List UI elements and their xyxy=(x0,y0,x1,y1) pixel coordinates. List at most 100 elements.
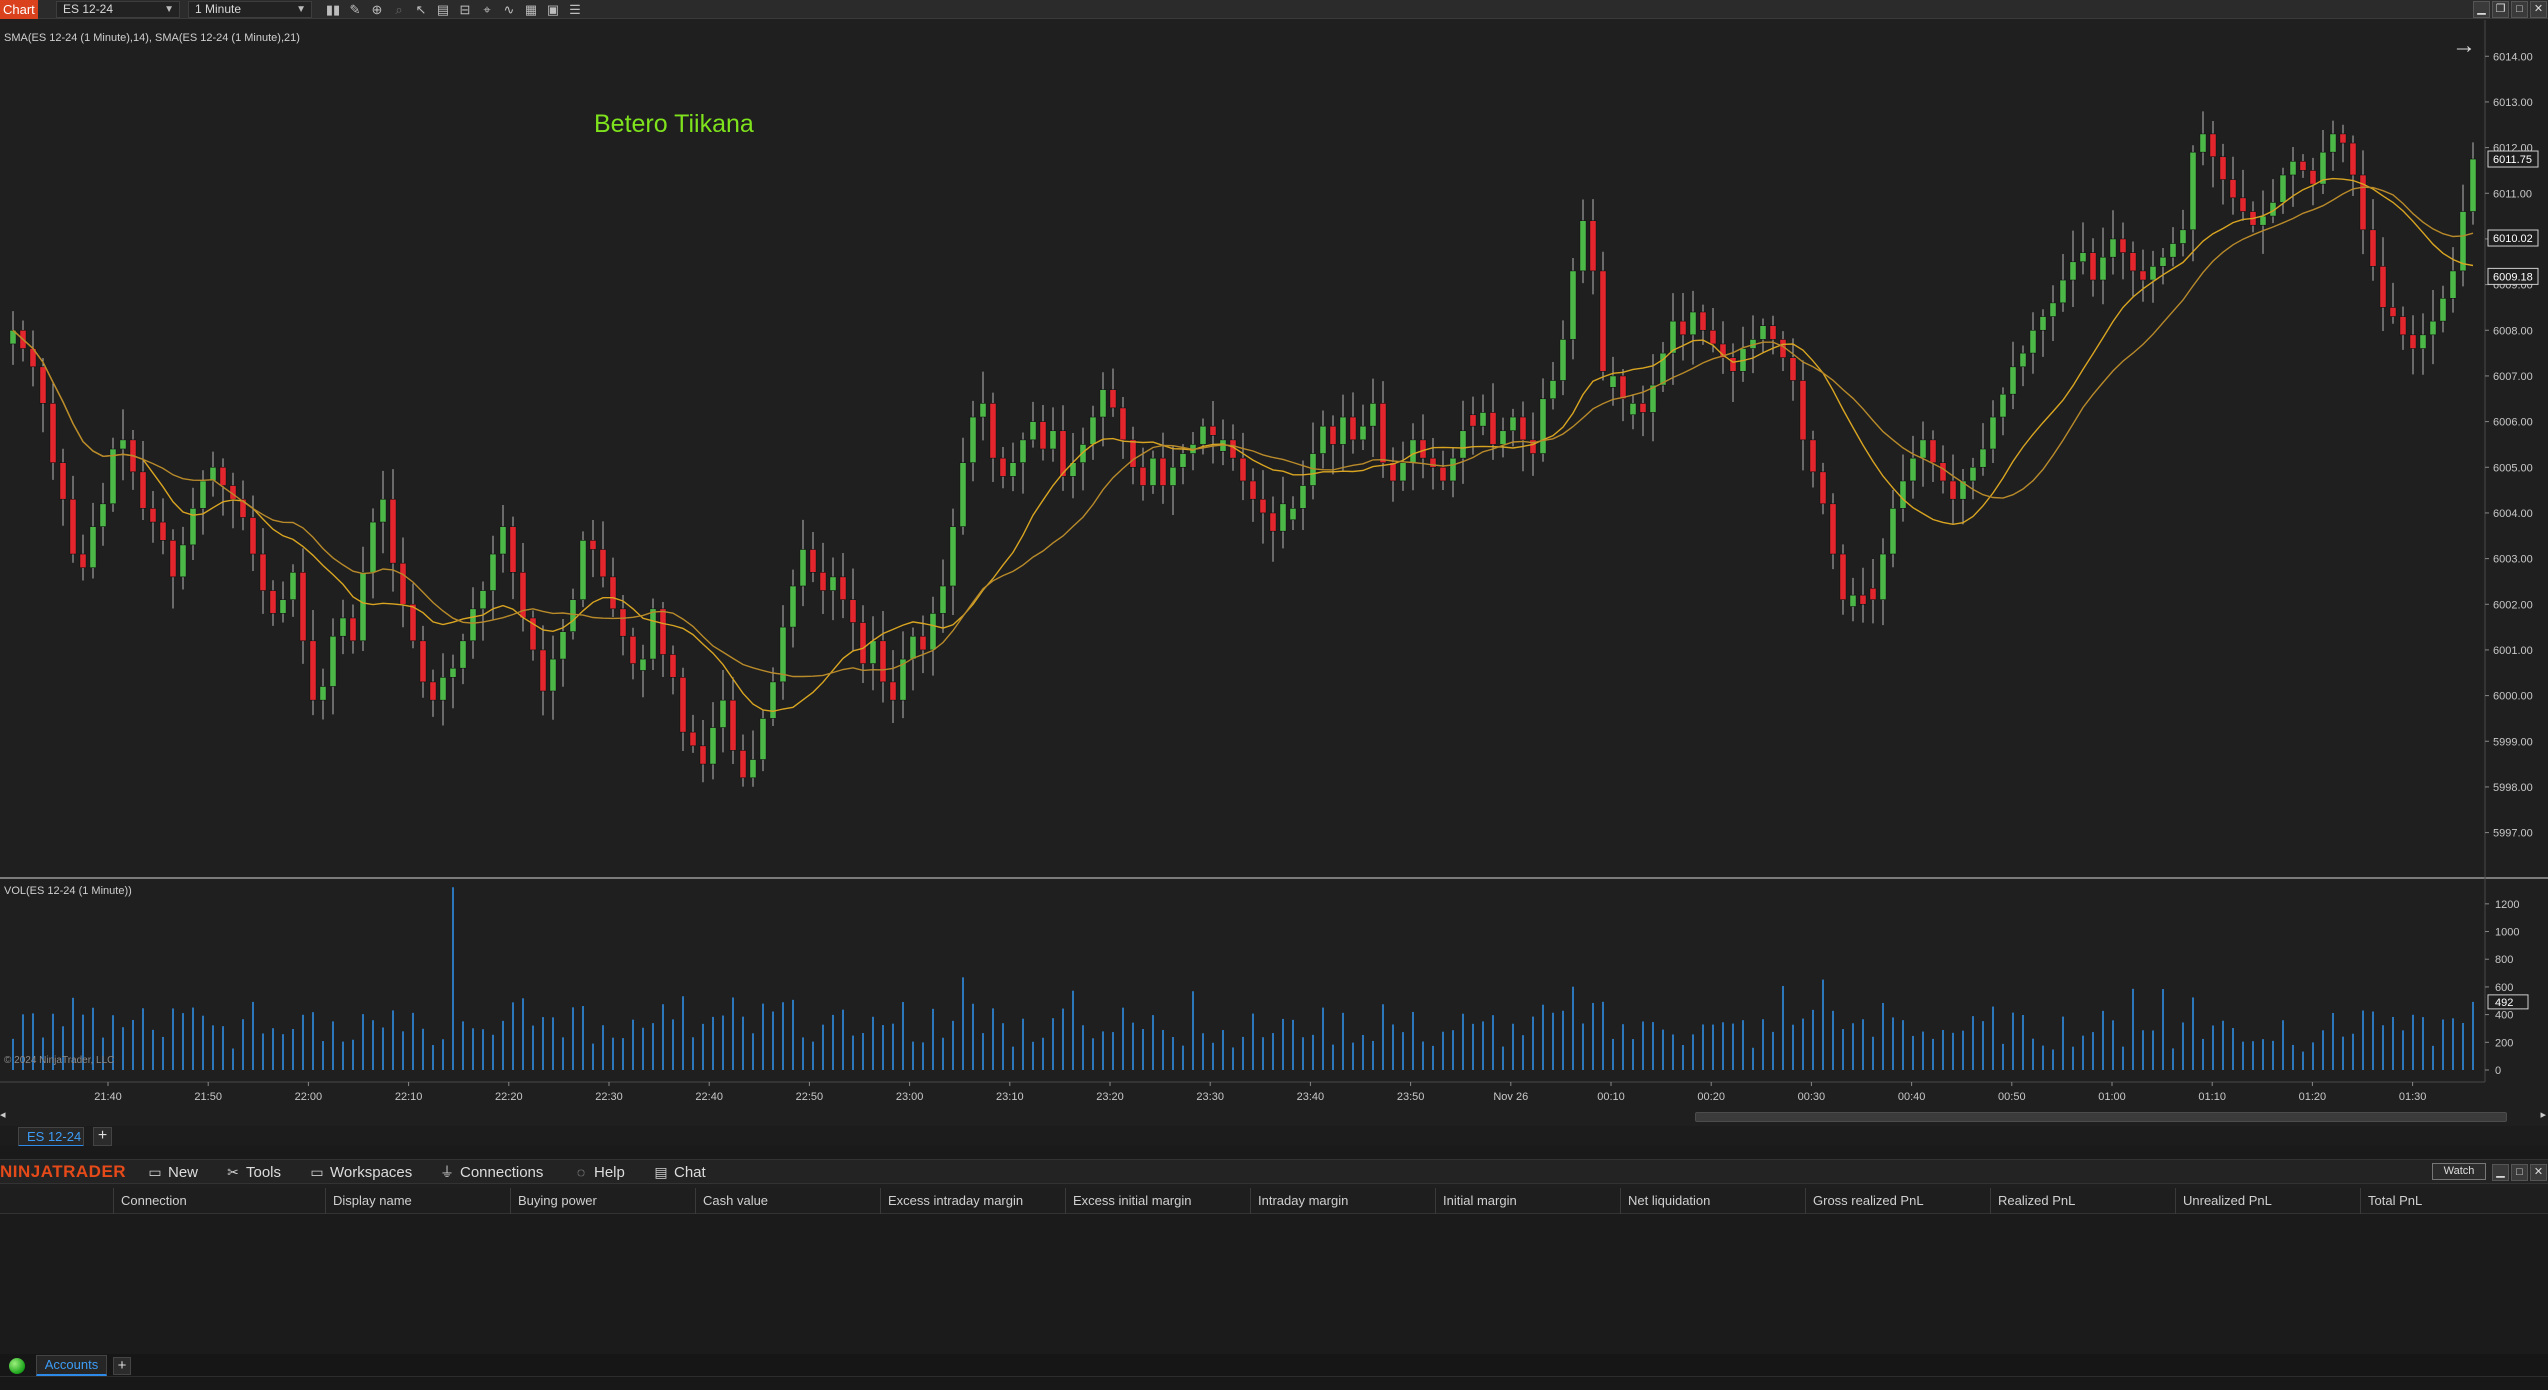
column-realized-pnl[interactable]: Realized PnL xyxy=(1990,1188,2175,1214)
candle-down xyxy=(69,498,77,555)
price-tick-label: 5999.00 xyxy=(2493,736,2533,748)
indicators-icon[interactable]: ∿ xyxy=(503,2,515,17)
time-tick-label: 22:50 xyxy=(796,1091,824,1103)
add-tab-button[interactable]: + xyxy=(113,1357,131,1375)
candle-down xyxy=(1419,439,1427,459)
properties-icon[interactable]: ▤ xyxy=(436,2,450,17)
window-controls: ▁ ❐ □ ✕ xyxy=(2472,0,2548,19)
watch-button[interactable]: Watch xyxy=(2432,1163,2486,1180)
candle-up xyxy=(359,571,367,642)
instrument-selector[interactable]: ES 12-24 ▼ xyxy=(56,1,180,18)
pointer-icon[interactable]: ↖ xyxy=(415,2,427,17)
column-excess-intraday-margin[interactable]: Excess intraday margin xyxy=(880,1188,1065,1214)
strategies-icon[interactable]: ▦ xyxy=(524,2,538,17)
candle-down xyxy=(219,466,227,486)
templates-icon[interactable]: ▣ xyxy=(546,2,560,17)
candle-down xyxy=(419,640,427,683)
candle-down xyxy=(1389,462,1397,482)
candle-down xyxy=(429,681,437,701)
minimize-icon[interactable]: ▁ xyxy=(2492,1164,2509,1181)
candle-down xyxy=(1769,325,1777,340)
candle-up xyxy=(1559,339,1567,381)
candle-up xyxy=(1989,416,1997,450)
candle-up xyxy=(779,626,787,683)
candle-down xyxy=(1129,439,1137,468)
maximize-icon[interactable]: □ xyxy=(2511,1164,2528,1181)
accounts-grid-body[interactable] xyxy=(0,1214,2548,1359)
candle-up xyxy=(119,439,127,450)
menu-connections[interactable]: ⏚ Connections xyxy=(438,1162,543,1182)
bar-type-icon[interactable]: ▮▮ xyxy=(325,2,341,17)
scroll-thumb[interactable] xyxy=(1695,1112,2507,1122)
candle-down xyxy=(1059,430,1067,477)
volume-tick-label: 1000 xyxy=(2495,927,2519,939)
candle-up xyxy=(2319,151,2327,185)
close-icon[interactable]: ✕ xyxy=(2530,1164,2547,1181)
column-initial-margin[interactable]: Initial margin xyxy=(1435,1188,1620,1214)
menu-new[interactable]: ▭ New xyxy=(146,1162,198,1182)
connection-status-icon[interactable] xyxy=(9,1358,25,1374)
close-icon[interactable]: ✕ xyxy=(2530,1,2547,18)
candle-down xyxy=(2089,252,2097,281)
candle-up xyxy=(1369,403,1377,427)
tab-accounts[interactable]: Accounts xyxy=(36,1355,107,1376)
candle-down xyxy=(2219,156,2227,180)
arrow-right-icon[interactable]: → xyxy=(2452,32,2476,59)
column-gross-realized-pnl[interactable]: Gross realized PnL xyxy=(1805,1188,1990,1214)
candle-up xyxy=(2189,151,2197,231)
interval-selector[interactable]: 1 Minute ▼ xyxy=(188,1,312,18)
menu-chat[interactable]: ▤ Chat xyxy=(652,1162,706,1182)
candle-down xyxy=(1699,311,1707,331)
maximize-icon[interactable]: □ xyxy=(2511,1,2528,18)
candle-down xyxy=(2379,266,2387,308)
candle-up xyxy=(1409,439,1417,464)
scroll-right-icon[interactable]: ▸ xyxy=(2540,1109,2546,1121)
candle-down xyxy=(599,549,607,578)
candle-up xyxy=(639,658,647,671)
candle-down xyxy=(2119,238,2127,253)
chart-annotation-text[interactable]: Betero Tiikana xyxy=(594,110,754,138)
candle-up xyxy=(969,416,977,463)
menu-chat-label: Chat xyxy=(674,1164,706,1181)
chart-canvas[interactable]: 6014.006013.006012.006011.006010.006009.… xyxy=(0,0,2548,1110)
zoom-icon[interactable]: ⊕ xyxy=(371,2,383,17)
menu-help[interactable]: ◌ Help xyxy=(572,1162,625,1182)
menu-tools[interactable]: ✂ Tools xyxy=(224,1162,281,1182)
time-tick-label: 23:40 xyxy=(1297,1091,1325,1103)
magnify-disabled-icon[interactable]: ⌕ xyxy=(395,2,403,17)
restore-icon[interactable]: ❐ xyxy=(2492,1,2509,18)
column-net-liquidation[interactable]: Net liquidation xyxy=(1620,1188,1805,1214)
volume-tick-label: 1200 xyxy=(2495,899,2519,911)
add-tab-button[interactable]: + xyxy=(93,1127,112,1146)
column-intraday-margin[interactable]: Intraday margin xyxy=(1250,1188,1435,1214)
candle-down xyxy=(1839,553,1847,600)
candle-up xyxy=(2069,261,2077,281)
candle-down xyxy=(1489,412,1497,445)
tab-es-12-24[interactable]: ES 12-24 xyxy=(18,1127,84,1147)
minimize-icon[interactable]: ▁ xyxy=(2473,1,2490,18)
candle-up xyxy=(559,631,567,660)
crosshair-icon[interactable]: ⌖ xyxy=(483,2,491,17)
price-tick-label: 6007.00 xyxy=(2493,371,2533,383)
scroll-left-icon[interactable]: ◂ xyxy=(0,1109,6,1121)
chart-window-tab[interactable]: Chart xyxy=(0,0,38,19)
menu-workspaces[interactable]: ▭ Workspaces xyxy=(308,1162,412,1182)
column-display-name[interactable]: Display name xyxy=(325,1188,510,1214)
column-total-pnl[interactable]: Total PnL xyxy=(2360,1188,2548,1214)
horizontal-scrollbar[interactable]: ◂ ▸ xyxy=(0,1108,2548,1126)
data-box-icon[interactable]: ⊟ xyxy=(459,2,471,17)
column-excess-initial-margin[interactable]: Excess initial margin xyxy=(1065,1188,1250,1214)
candle-up xyxy=(1909,457,1917,482)
candle-down xyxy=(1139,466,1147,486)
draw-pencil-icon[interactable]: ✎ xyxy=(349,2,361,17)
price-tick-label: 6002.00 xyxy=(2493,599,2533,611)
column-connection[interactable]: Connection xyxy=(113,1188,325,1214)
column-cash-value[interactable]: Cash value xyxy=(695,1188,880,1214)
price-marker-label: 6010.02 xyxy=(2493,233,2533,245)
column-buying-power[interactable]: Buying power xyxy=(510,1188,695,1214)
list-icon[interactable]: ☰ xyxy=(569,2,581,17)
candle-down xyxy=(1429,457,1437,468)
column-unrealized-pnl[interactable]: Unrealized PnL xyxy=(2175,1188,2360,1214)
candle-up xyxy=(1029,421,1037,441)
candle-down xyxy=(2389,307,2397,317)
